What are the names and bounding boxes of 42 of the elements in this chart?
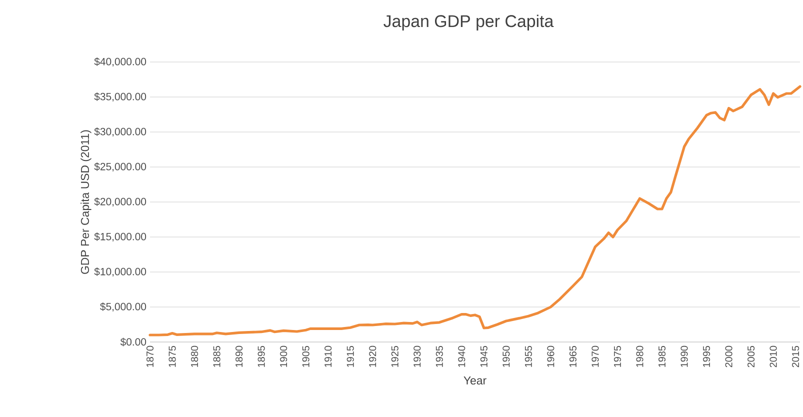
x-tick-label: 1890 <box>236 346 243 367</box>
x-tick-label: 1975 <box>614 346 621 367</box>
x-tick-label: 1995 <box>702 346 710 367</box>
y-tick-label: $35,000.00 <box>94 92 146 102</box>
x-tick-label: 1945 <box>480 346 488 367</box>
y-tick-label: $15,000.00 <box>94 232 146 242</box>
y-axis-title: GDP Per Capita USD (2011) <box>80 130 92 274</box>
x-tick-label: 1985 <box>658 346 666 367</box>
x-tick-label: 1915 <box>346 346 354 367</box>
x-tick-label: 1870 <box>146 346 154 367</box>
x-axis-title: Year <box>464 376 486 385</box>
x-tick-label: 1905 <box>302 346 310 367</box>
x-tick-label: 1940 <box>458 346 466 367</box>
x-tick-label: 2005 <box>748 346 755 368</box>
x-tick-label: 1925 <box>391 346 398 367</box>
y-tick-label: $20,000.00 <box>94 197 146 207</box>
x-tick-label: 1955 <box>524 346 532 367</box>
x-tick-label: 1960 <box>547 346 554 367</box>
x-tick-label: 1920 <box>369 346 376 367</box>
y-tick-label: $30,000.00 <box>94 127 146 137</box>
x-tick-label: 1880 <box>191 346 198 367</box>
x-tick-label: 2015 <box>792 346 800 368</box>
x-tick-label: 1990 <box>680 346 688 367</box>
x-tick-label: 1965 <box>569 346 576 367</box>
x-tick-label: 1970 <box>592 346 599 367</box>
y-tick-label: $40,000.00 <box>94 57 146 67</box>
y-tick-label: $0.00 <box>120 338 146 346</box>
y-tick-label: $10,000.00 <box>94 267 146 277</box>
x-tick-label: 1885 <box>213 346 220 367</box>
x-tick-label: 1895 <box>258 346 265 367</box>
y-tick-label: $5,000.00 <box>100 302 146 312</box>
y-tick-label: $25,000.00 <box>94 162 146 172</box>
x-tick-label: 2000 <box>725 346 732 368</box>
x-tick-label: 2010 <box>770 346 777 368</box>
x-tick-label: 1910 <box>324 346 332 367</box>
chart-title: Japan GDP per Capita <box>384 14 554 30</box>
x-tick-label: 1875 <box>168 346 176 367</box>
x-tick-label: 1930 <box>414 346 421 367</box>
x-tick-label: 1935 <box>436 346 443 367</box>
x-tick-label: 1980 <box>636 346 644 367</box>
x-tick-label: 1900 <box>280 346 288 367</box>
x-tick-label: 1950 <box>502 346 510 367</box>
